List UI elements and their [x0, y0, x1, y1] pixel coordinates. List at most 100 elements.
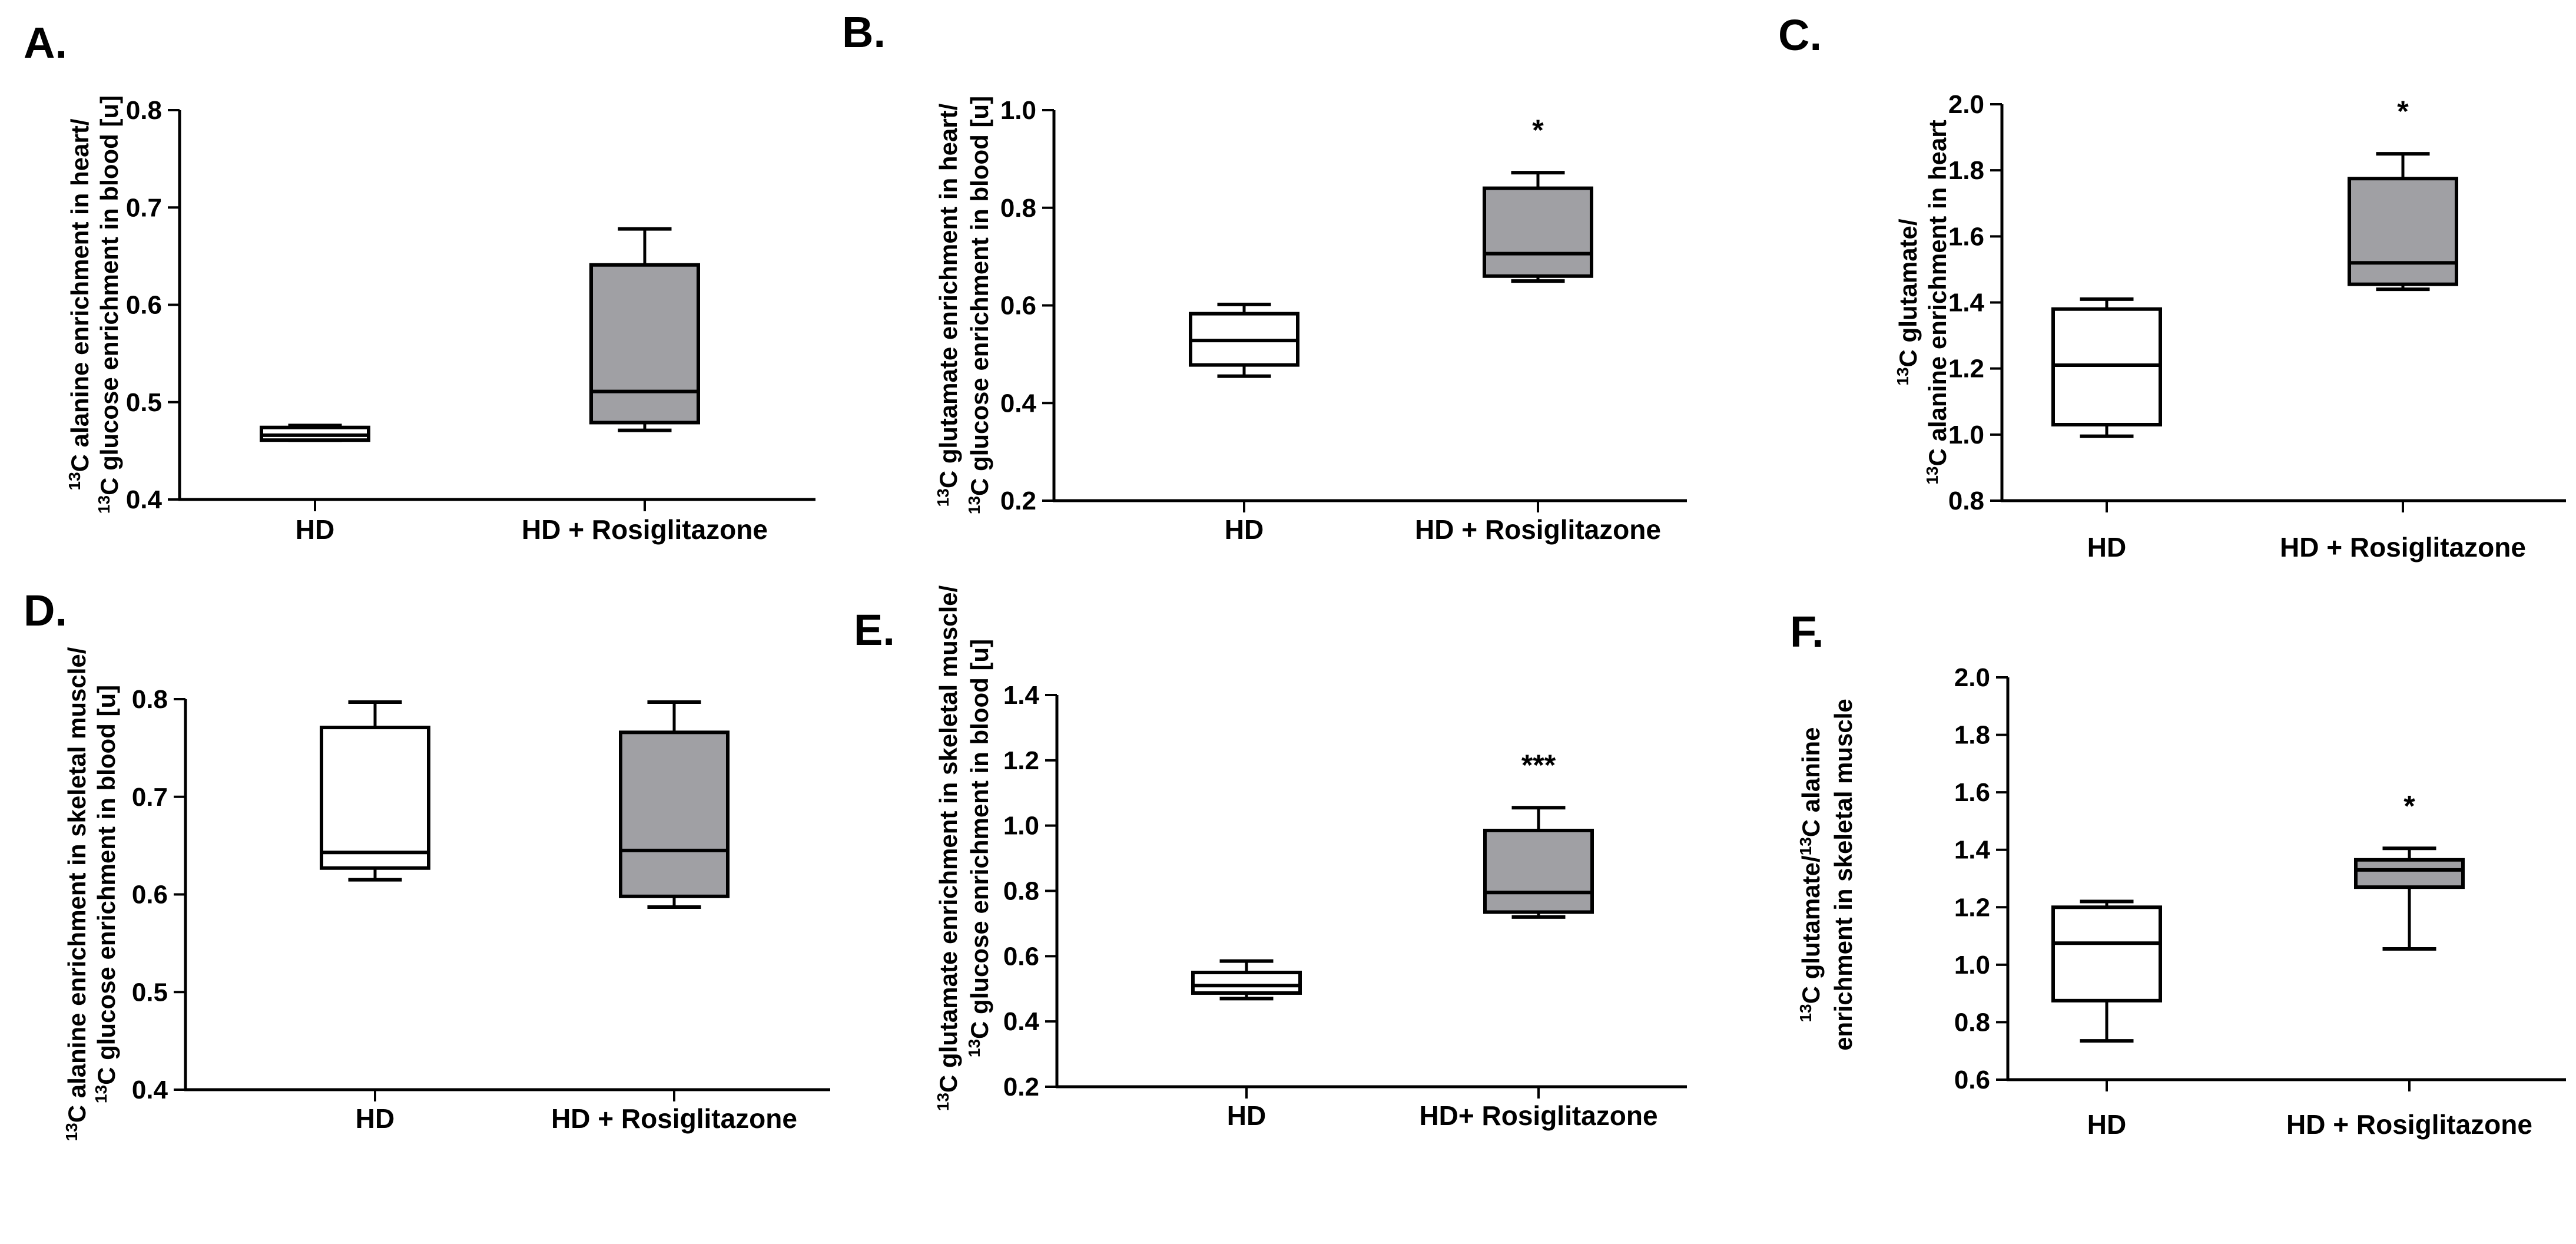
box-control — [2051, 899, 2162, 1043]
superscript: 13 — [965, 1039, 983, 1057]
iqr-box — [2051, 905, 2162, 1003]
y-tick-label: 1.8 — [1948, 156, 1984, 185]
category-label: HD + Rosiglitazone — [551, 1103, 797, 1134]
panel-f: F. 0.6 0.8 1.0 1.2 1.4 1.6 1.8 2.0 HD HD + Rosigli… — [1790, 607, 2566, 1140]
y-tick-label: 2.0 — [1948, 90, 1984, 119]
y-tick-label: 0.6 — [1954, 1066, 1990, 1094]
y-axis-label-line: 13C glutamate enrichment in skeletal mus… — [934, 585, 962, 1111]
box-treated — [2348, 152, 2458, 292]
y-axis-label-line: 13C glutamate/13C alanine — [1796, 727, 1825, 1022]
y-tick-label: 0.8 — [1003, 877, 1039, 906]
y-axis-label-line: 13C glucose enrichment in blood [u] — [965, 639, 993, 1057]
category-label: HD + Rosiglitazone — [522, 514, 768, 545]
y-tick-label: 0.8 — [1948, 487, 1984, 515]
panel-d: D.0.40.50.60.70.8HD HD + Rosiglitazone13C… — [24, 586, 830, 1141]
iqr-box — [1483, 828, 1594, 914]
label-text: C alanine enrichment in skeletal muscle/ — [63, 647, 91, 1123]
label-text: C glutamate enrichment in skeletal muscl… — [934, 585, 962, 1093]
y-axis-label-line: 13C glucose enrichment in blood [u] — [92, 685, 120, 1103]
y-axis-label-line: 13C glucose enrichment in blood [u] — [95, 95, 123, 514]
panel-letter: B. — [842, 8, 886, 57]
y-tick-label: 0.4 — [126, 485, 163, 514]
significance-marker: * — [2397, 95, 2409, 128]
superscript: 13 — [95, 495, 113, 514]
iqr-box — [1483, 186, 1593, 278]
label-text: C glucose enrichment in blood [u] — [92, 685, 120, 1085]
iqr-box — [2354, 858, 2465, 889]
y-axis-label-line: enrichment in skeletal muscle — [1829, 699, 1857, 1051]
y-tick-label: 0.2 — [1003, 1073, 1039, 1101]
label-text: C glutamate enrichment in heart/ — [934, 103, 962, 488]
label-text: C glutamate/ — [1894, 219, 1922, 367]
y-tick-label: 0.5 — [126, 388, 162, 417]
box-control — [320, 700, 430, 882]
y-tick-label: 0.4 — [132, 1076, 168, 1104]
y-axis-label-line: 13C alanine enrichment in heart/ — [65, 118, 94, 490]
y-tick-label: 1.6 — [1948, 222, 1984, 251]
superscript: 13 — [934, 488, 952, 507]
box-treated — [589, 227, 700, 432]
label-text: C alanine — [1797, 727, 1825, 837]
panel-a: A.0.40.50.60.70.8HD HD + Rosiglitazone13C… — [24, 18, 815, 545]
y-axis-label-line: 13C alanine enrichment in skeletal muscl… — [62, 647, 91, 1141]
label-text: C alanine enrichment in heart — [1924, 120, 1951, 466]
panel-b: B. 0.2 0.4 0.6 0.8 1.0 HD HD + Rosiglitazone * 13… — [842, 8, 1687, 545]
box-control — [1191, 959, 1302, 1001]
y-tick-label: 1.6 — [1954, 778, 1990, 807]
superscript: 13 — [62, 1123, 81, 1141]
significance-marker: * — [2403, 789, 2415, 822]
y-tick-label: 0.6 — [1000, 292, 1036, 320]
y-tick-label: 1.2 — [1948, 355, 1984, 383]
y-axis-label-line: 13C alanine enrichment in heart — [1923, 120, 1951, 484]
y-tick-label: 1.0 — [1000, 96, 1036, 125]
iqr-box — [1191, 971, 1302, 995]
y-tick-label: 1.4 — [1954, 836, 1991, 865]
y-tick-label: 0.2 — [1000, 487, 1036, 515]
panel-e: E. 0.2 0.4 0.6 0.8 1.0 1.2 1.4 HD HD+ Rosiglitazo… — [854, 585, 1687, 1131]
category-label: HD — [296, 514, 334, 545]
superscript: 13 — [1923, 466, 1941, 485]
label-text: C glucose enrichment in blood [u] — [966, 96, 993, 496]
y-tick-label: 1.0 — [1954, 951, 1990, 980]
superscript: 13 — [1796, 837, 1815, 855]
y-tick-label: 1.4 — [1003, 681, 1040, 710]
y-tick-label: 1.2 — [1954, 893, 1990, 922]
y-axis-label-line: 13C glutamate/ — [1894, 219, 1922, 386]
y-tick-label: 0.8 — [1000, 194, 1036, 223]
box-treated — [2354, 846, 2465, 951]
category-label: HD — [2087, 532, 2126, 563]
y-tick-label: 0.6 — [126, 291, 162, 320]
y-tick-label: 0.4 — [1000, 389, 1037, 418]
y-tick-label: 1.0 — [1003, 812, 1039, 841]
y-tick-label: 0.5 — [132, 978, 168, 1007]
label-text: C glucose enrichment in blood [u] — [966, 639, 993, 1039]
panel-letter: C. — [1778, 11, 1822, 59]
panel-letter: A. — [24, 18, 67, 67]
box-control — [1189, 302, 1299, 378]
category-label: HD — [1225, 514, 1264, 545]
iqr-box — [320, 726, 430, 870]
y-tick-label: 0.8 — [132, 685, 168, 714]
label-text: C glucose enrichment in blood [u] — [95, 95, 123, 495]
y-tick-label: 1.8 — [1954, 721, 1990, 750]
category-label: HD+ Rosiglitazone — [1419, 1100, 1657, 1131]
y-tick-label: 2.0 — [1954, 663, 1990, 692]
box-treated — [1483, 171, 1593, 283]
panel-c: C. 0.8 1.0 1.2 1.4 1.6 1.8 2.0 HD HD + Rosiglitaz… — [1778, 11, 2566, 563]
y-tick-label: 0.8 — [126, 96, 162, 125]
category-label: HD + Rosiglitazone — [1415, 514, 1661, 545]
y-axis-label-line: 13C glutamate enrichment in heart/ — [934, 103, 962, 507]
label-text: C glutamate/ — [1797, 855, 1825, 1004]
label-text: enrichment in skeletal muscle — [1829, 699, 1857, 1051]
y-tick-label: 0.6 — [132, 881, 168, 909]
significance-marker: * — [1532, 114, 1544, 147]
superscript: 13 — [1894, 367, 1912, 385]
y-tick-label: 0.7 — [132, 783, 168, 812]
superscript: 13 — [1796, 1004, 1815, 1022]
iqr-box — [619, 730, 730, 898]
superscript: 13 — [934, 1093, 952, 1111]
box-control — [2051, 297, 2162, 438]
category-label: HD — [356, 1103, 394, 1134]
y-tick-label: 0.8 — [1954, 1008, 1990, 1037]
